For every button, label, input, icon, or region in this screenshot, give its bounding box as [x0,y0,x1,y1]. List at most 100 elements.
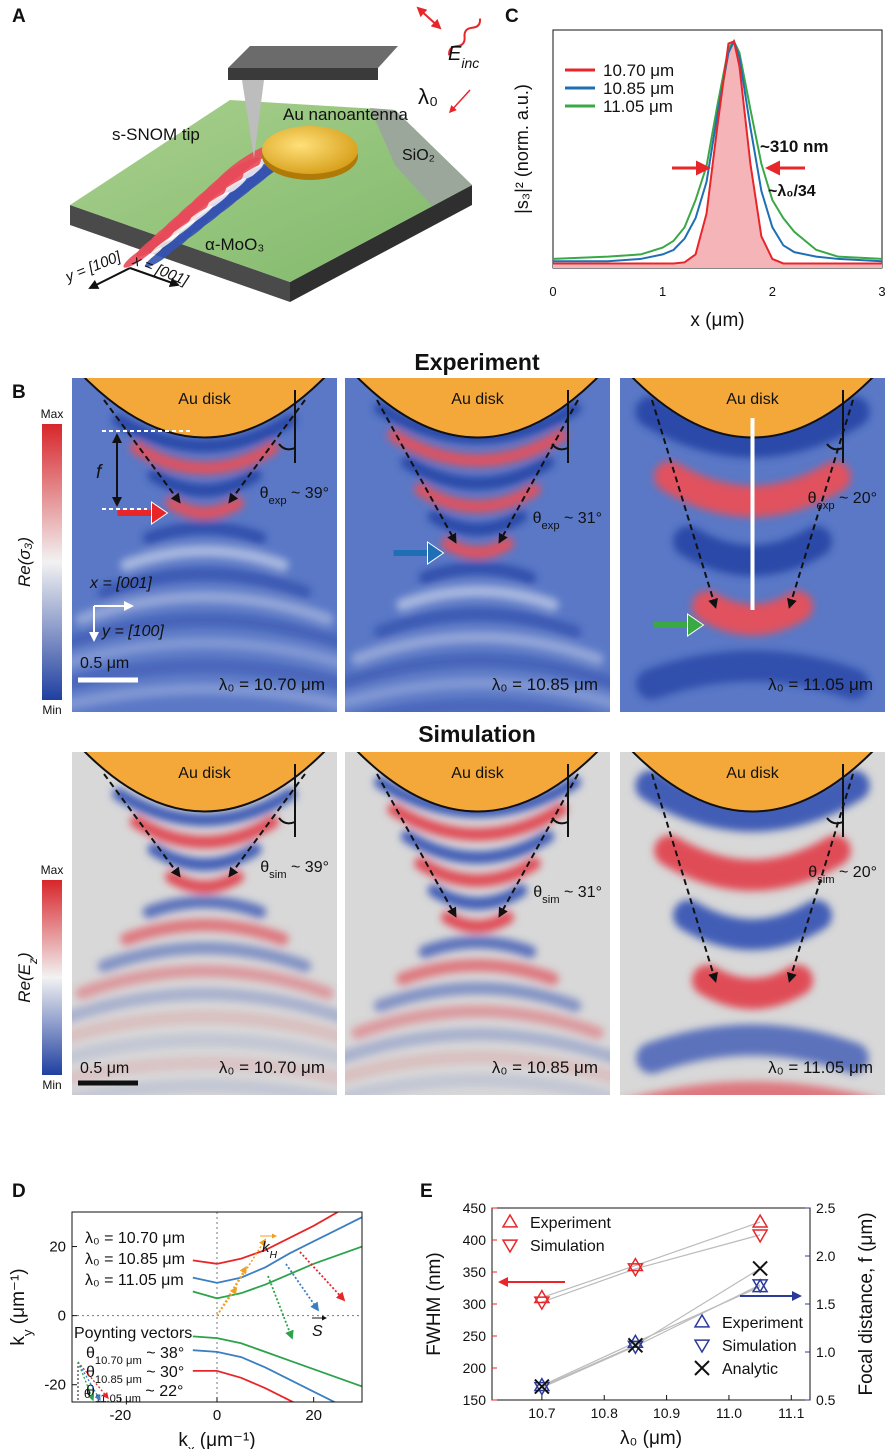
fringe [130,441,279,475]
legend-marker [501,1213,519,1228]
arrow [267,1275,294,1340]
angle-label: θexp ~ 39° [260,485,329,507]
legend-label: Experiment [722,1315,803,1332]
fringe [120,918,289,946]
angle-arc [278,817,296,825]
legend-label: 10.85 μm [603,79,674,98]
tip [242,80,264,158]
arrow [228,399,306,504]
angle-label: θexp ~ 20° [808,490,877,512]
y-tick-label: 20 [49,1239,66,1256]
y-tick-label: 300 [463,1296,487,1312]
fringe [427,884,528,910]
marker [627,1340,644,1355]
fringe [396,585,559,611]
fringe [130,815,279,849]
disk-label: Au disk [451,765,504,782]
x-tick-label: 10.7 [528,1405,555,1421]
angle-label: θ10.70 μm ~ 38° [86,1345,184,1367]
x-tick-label: 10.8 [591,1405,618,1421]
wave-lobe [150,233,180,254]
pointer-arrow-head [151,501,169,525]
x-tick-label: 0 [549,284,556,299]
fringe [387,429,568,467]
fringe [72,682,337,711]
y2-axis-label: Focal distance, f (μm) [856,1212,877,1395]
scale-label: 0.5 μm [80,655,129,672]
x-tick-label: 11.0 [716,1405,742,1421]
angle-label-rest: ~ 30° [142,1364,184,1381]
angle-label-rest: ~ 39° [287,485,329,502]
x-axis-label-rest: (μm⁻¹) [195,1430,256,1449]
fringe [441,537,514,559]
series-line [541,1234,761,1303]
wavelength-label: λ₀ = 10.70 μm [219,1058,325,1077]
fringe [345,653,610,690]
y-tick-label: 400 [463,1232,487,1248]
gold-disk [262,126,358,174]
angle-label-main: θ [533,884,542,901]
colorbar-min: Min [42,703,61,717]
wave-lobe [145,245,175,268]
series-line [192,1216,362,1402]
arrow [77,1361,95,1402]
field-label-main: E [448,43,462,65]
colorbar-max: Max [41,863,64,877]
y-tick-label: 450 [463,1200,487,1216]
marker [751,1279,769,1294]
x-tick-label: 20 [305,1407,322,1424]
wavelength-label: λ₀ = 11.05 μm [768,675,873,694]
arrow [285,1263,320,1312]
y-tick-label: 0 [58,1308,66,1325]
fringe [373,608,582,639]
annotation: S [312,1323,323,1340]
legend-label: λ₀ = 11.05 μm [85,1272,184,1289]
x-tick-label: 2 [769,284,776,299]
arrow [103,399,181,504]
colorbar-label-main: Re(E [15,963,34,1002]
legend-marker [694,1360,710,1376]
fringe [427,510,528,536]
series-line [553,39,882,265]
angle-label-sub: exp [817,500,835,512]
y2-tick-label: 2.5 [816,1200,836,1216]
axis-label: y = [100] [101,623,164,640]
au-disk [631,752,874,813]
series-line [541,1221,761,1299]
cantilever [228,46,398,68]
field-image: Au disk θexp ~ 31° λ₀ = 10.85 μm [345,378,610,712]
colorbar-label: Re(σ₃) [15,537,34,587]
angle-label-sub: exp [542,520,560,532]
fringe [692,964,813,1010]
fringes [635,770,870,1095]
wavelength-label: λ₀ = 10.70 μm [219,675,325,694]
angle-label-rest: ~ 20° [835,864,877,881]
fringe [641,1081,864,1095]
angle-label: θ10.85 μm ~ 30° [86,1364,184,1386]
arrow [651,773,718,983]
fringe [72,1033,337,1063]
au-disk [83,378,326,439]
angle-label-rest: ~ 39° [287,859,329,876]
colorbar-label-rest: ) [15,952,34,960]
fringe [72,636,337,669]
fringe [97,567,312,599]
fringe [673,899,832,951]
angle-label: θsim ~ 39° [260,859,329,881]
arrow [88,267,131,289]
series-line [192,1212,339,1402]
x-tick-label: 11.1 [778,1405,804,1421]
marker [627,1263,644,1278]
y-tick-label: -20 [44,1377,66,1394]
scale-label: 0.5 μm [80,1060,129,1077]
focal-label: f [96,462,103,483]
legend-label: λ₀ = 10.70 μm [85,1230,185,1247]
wavelength-label: λ₀ [418,84,438,109]
substrate-region [370,108,472,206]
colorbar-label: Re(Ez) [15,952,40,1002]
angle-label-main: θ [533,510,542,527]
panel-label: B [12,382,26,403]
field-label-sub: inc [461,55,479,71]
fringe [165,496,244,520]
fringe [345,676,610,709]
